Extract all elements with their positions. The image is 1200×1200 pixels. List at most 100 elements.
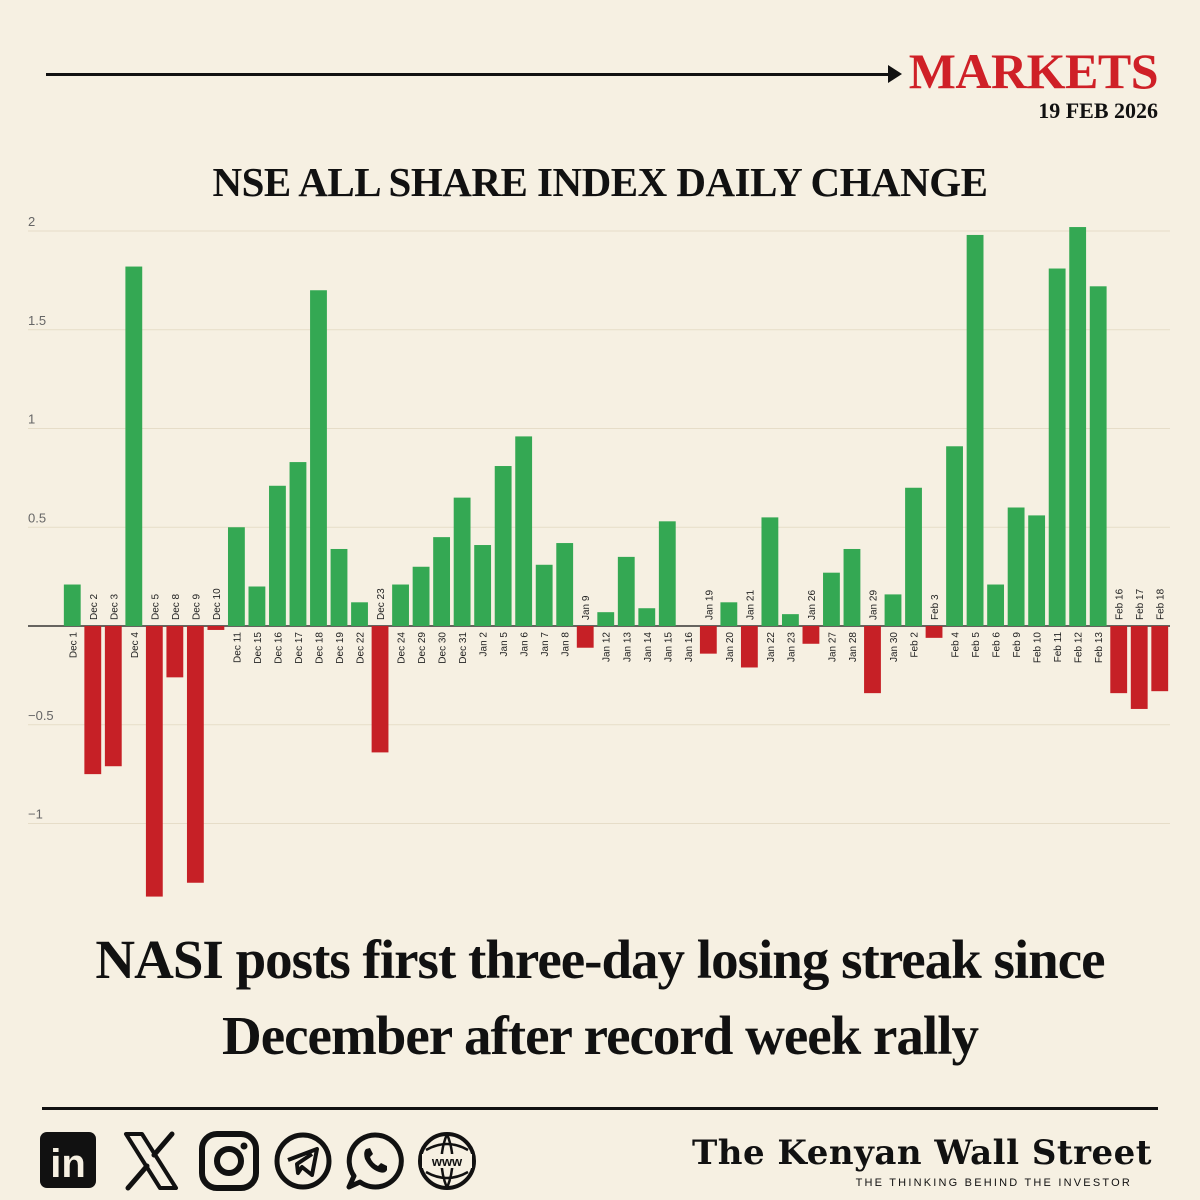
y-tick-label: 0.5 — [28, 510, 46, 525]
bar — [84, 626, 102, 775]
bar — [1110, 626, 1128, 694]
y-tick-label: 1 — [28, 412, 35, 427]
whatsapp-icon[interactable] — [344, 1130, 406, 1192]
headline: NASI posts first three-day losing streak… — [0, 922, 1200, 1074]
header-arrow-line — [46, 73, 898, 76]
bar — [864, 626, 881, 694]
category-label: Dec 10 — [212, 588, 223, 620]
bar — [1028, 515, 1046, 626]
category-label: Dec 1 — [68, 632, 79, 659]
linkedin-icon[interactable]: in — [38, 1130, 100, 1192]
category-label: Jan 5 — [499, 632, 510, 657]
bar — [371, 626, 389, 753]
instagram-icon[interactable] — [198, 1130, 260, 1192]
bar — [946, 446, 963, 626]
bar — [330, 548, 348, 626]
category-label: Dec 22 — [356, 632, 367, 664]
category-label: Dec 24 — [397, 632, 408, 664]
bar — [638, 608, 656, 626]
headline-line-2: December after record week rally — [222, 1005, 979, 1066]
category-label: Jan 9 — [581, 595, 592, 620]
bar — [186, 626, 204, 883]
category-label: Jan 7 — [540, 632, 551, 657]
category-label: Jan 6 — [520, 632, 531, 657]
category-label: Jan 8 — [561, 632, 572, 657]
category-label: Feb 6 — [992, 632, 1003, 658]
category-label: Dec 31 — [458, 632, 469, 664]
category-label: Feb 18 — [1156, 588, 1167, 620]
category-label: Jan 16 — [684, 632, 695, 662]
bar — [392, 584, 409, 626]
category-label: Jan 13 — [622, 632, 633, 662]
bar — [658, 521, 676, 626]
bar — [310, 290, 327, 626]
category-label: Jan 29 — [868, 590, 879, 620]
bar — [535, 564, 553, 626]
daily-change-chart: 2 1.5 1 0.5 −0.5 −1 Dec 1 Dec 2 Dec 3 Dec 4 Dec 5 D… — [28, 214, 1170, 897]
category-label: Feb 4 — [951, 632, 962, 658]
category-label: Dec 15 — [253, 632, 264, 664]
bar — [351, 602, 368, 626]
bar — [597, 612, 615, 626]
bar — [1007, 507, 1025, 626]
category-label: Dec 30 — [438, 632, 449, 664]
category-label: Feb 3 — [930, 594, 941, 620]
category-label: Jan 2 — [479, 632, 490, 657]
bar — [412, 566, 430, 626]
category-label: Dec 9 — [191, 593, 202, 620]
brand-tagline: THE THINKING BEHIND THE INVESTOR — [855, 1177, 1132, 1189]
bar — [905, 487, 922, 626]
brand-logo: The Kenyan Wall Street — [691, 1133, 1152, 1173]
header-arrow-head — [888, 65, 902, 83]
category-label: Feb 5 — [971, 632, 982, 658]
bar — [269, 485, 286, 626]
category-label: Dec 23 — [376, 588, 387, 620]
bar — [761, 517, 779, 627]
bar — [227, 527, 245, 626]
web-icon[interactable]: www — [416, 1130, 478, 1192]
bar — [966, 234, 984, 626]
bar — [720, 602, 738, 626]
category-label: Jan 19 — [704, 590, 715, 620]
category-label: Jan 14 — [643, 632, 654, 662]
category-label: Dec 16 — [273, 632, 284, 664]
category-label: Jan 21 — [745, 590, 756, 620]
bar — [474, 545, 492, 626]
y-tick-label: −0.5 — [28, 708, 54, 723]
category-label: Dec 4 — [130, 632, 141, 659]
category-label: Feb 13 — [1094, 632, 1105, 664]
label-layer: 2 1.5 1 0.5 −0.5 −1 Dec 1 Dec 2 Dec 3 Dec 4 Dec 5 D… — [28, 214, 1167, 822]
bar — [104, 626, 122, 767]
bar — [843, 548, 861, 626]
bar — [289, 462, 307, 626]
bar — [884, 594, 902, 626]
category-label: Jan 28 — [848, 632, 859, 662]
x-icon[interactable] — [120, 1130, 182, 1192]
category-label: Dec 18 — [314, 632, 325, 664]
category-label: Feb 2 — [910, 632, 921, 658]
chart-title: NSE ALL SHARE INDEX DAILY CHANGE — [212, 159, 988, 205]
category-label: Jan 23 — [786, 632, 797, 662]
bar — [207, 626, 225, 630]
bar — [1130, 626, 1148, 709]
category-label: Jan 26 — [807, 590, 818, 620]
bar — [556, 543, 574, 626]
category-label: Jan 22 — [766, 632, 777, 662]
y-tick-label: −1 — [28, 807, 43, 822]
category-label: Feb 12 — [1074, 632, 1085, 664]
footer-divider — [42, 1107, 1158, 1110]
category-label: Jan 30 — [889, 632, 900, 662]
bar — [494, 466, 512, 626]
category-label: Dec 2 — [89, 593, 100, 620]
category-label: Feb 11 — [1053, 632, 1064, 663]
telegram-icon[interactable] — [272, 1130, 334, 1192]
category-label: Jan 15 — [663, 632, 674, 662]
category-label: Dec 19 — [335, 632, 346, 664]
bar — [802, 626, 820, 644]
bar — [925, 626, 943, 638]
bar — [1151, 626, 1169, 692]
bar — [576, 626, 594, 648]
bar — [515, 436, 533, 626]
category-label: Dec 5 — [150, 593, 161, 620]
bar — [166, 626, 184, 678]
